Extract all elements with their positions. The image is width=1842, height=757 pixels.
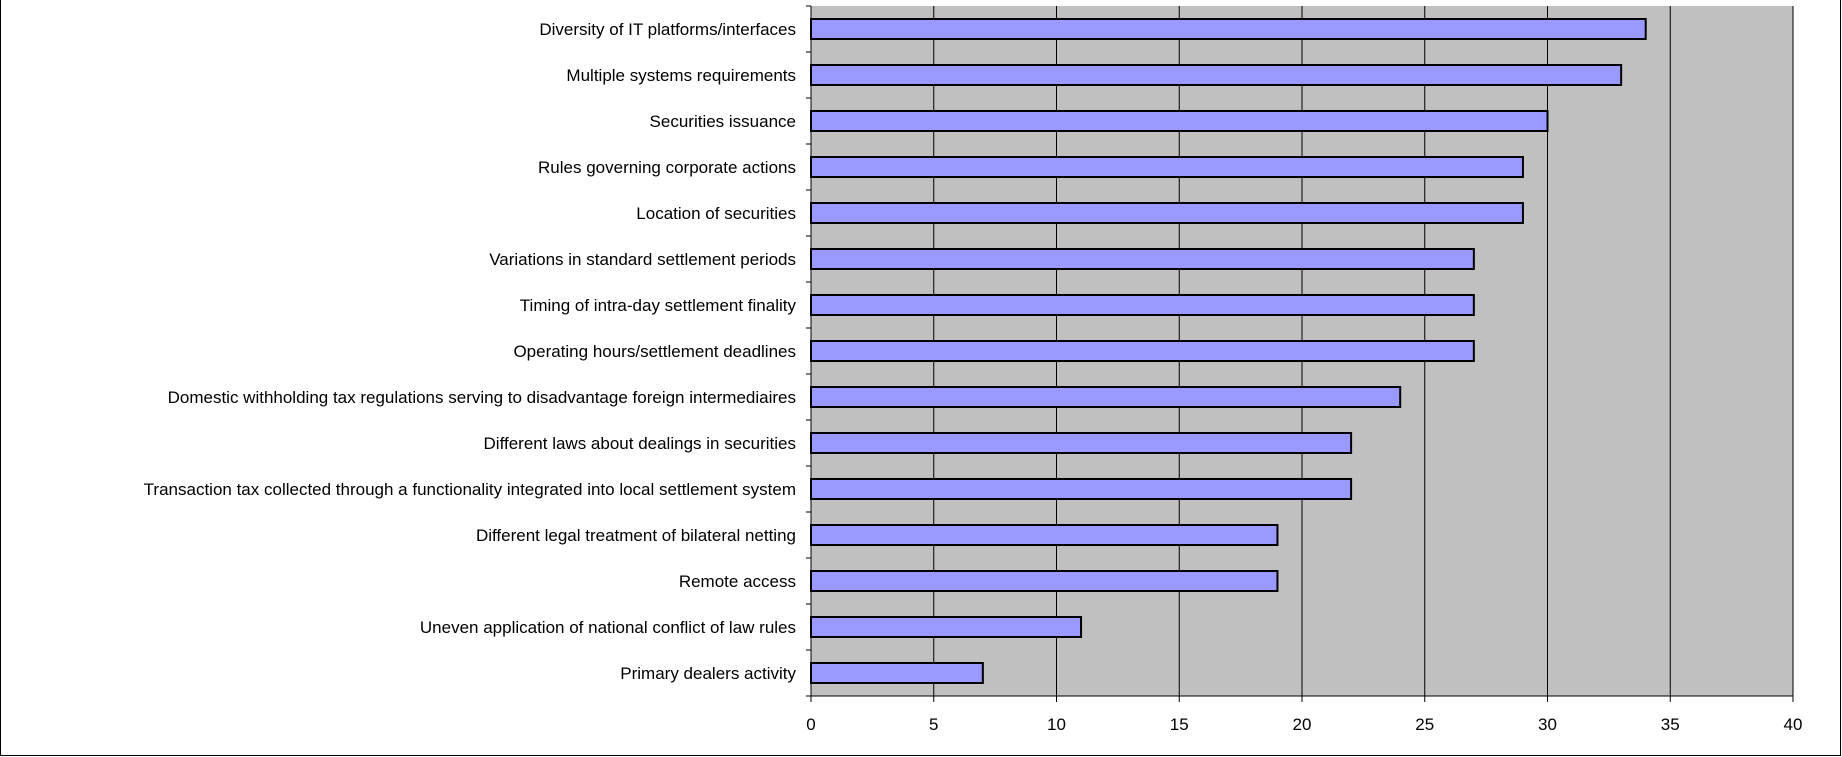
bar bbox=[810, 110, 1549, 132]
bar bbox=[810, 570, 1279, 592]
axes bbox=[806, 5, 1794, 702]
x-tick-label: 35 bbox=[1661, 715, 1680, 734]
x-tick-label: 0 bbox=[806, 715, 815, 734]
category-label: Securities issuance bbox=[650, 112, 796, 131]
bar bbox=[810, 18, 1647, 40]
x-tick-labels: 0 5 10 15 20 25 30 35 40 bbox=[806, 715, 1802, 734]
bar bbox=[810, 432, 1353, 454]
category-label: Multiple systems requirements bbox=[566, 66, 796, 85]
bar bbox=[810, 524, 1279, 546]
category-labels: Diversity of IT platforms/interfaces Mult… bbox=[144, 20, 797, 683]
category-label: Different legal treatment of bilateral n… bbox=[476, 526, 796, 545]
bar bbox=[810, 340, 1475, 362]
bar bbox=[810, 248, 1475, 270]
x-tick-label: 15 bbox=[1170, 715, 1189, 734]
category-label: Diversity of IT platforms/interfaces bbox=[539, 20, 796, 39]
category-label: Transaction tax collected through a func… bbox=[144, 480, 796, 499]
x-tick-label: 10 bbox=[1047, 715, 1066, 734]
bar bbox=[810, 386, 1402, 408]
category-label: Variations in standard settlement period… bbox=[489, 250, 796, 269]
x-tick-label: 30 bbox=[1538, 715, 1557, 734]
category-label: Domestic withholding tax regulations ser… bbox=[168, 388, 796, 407]
bar bbox=[810, 156, 1524, 178]
bar bbox=[810, 202, 1524, 224]
bar bbox=[810, 662, 984, 684]
category-label: Remote access bbox=[679, 572, 796, 591]
bar bbox=[810, 616, 1083, 638]
x-tick-label: 20 bbox=[1293, 715, 1312, 734]
bars bbox=[810, 18, 1647, 684]
bar bbox=[810, 64, 1623, 86]
category-label: Rules governing corporate actions bbox=[538, 158, 796, 177]
x-tick-label: 5 bbox=[929, 715, 938, 734]
category-label: Uneven application of national conflict … bbox=[420, 618, 796, 637]
category-label: Operating hours/settlement deadlines bbox=[513, 342, 796, 361]
category-label: Primary dealers activity bbox=[620, 664, 796, 683]
x-tick-label: 25 bbox=[1415, 715, 1434, 734]
category-label: Location of securities bbox=[636, 204, 796, 223]
category-label: Timing of intra-day settlement finality bbox=[520, 296, 797, 315]
x-tick-label: 40 bbox=[1784, 715, 1803, 734]
category-label: Different laws about dealings in securit… bbox=[484, 434, 796, 453]
bar bbox=[810, 294, 1475, 316]
bar bbox=[810, 478, 1353, 500]
